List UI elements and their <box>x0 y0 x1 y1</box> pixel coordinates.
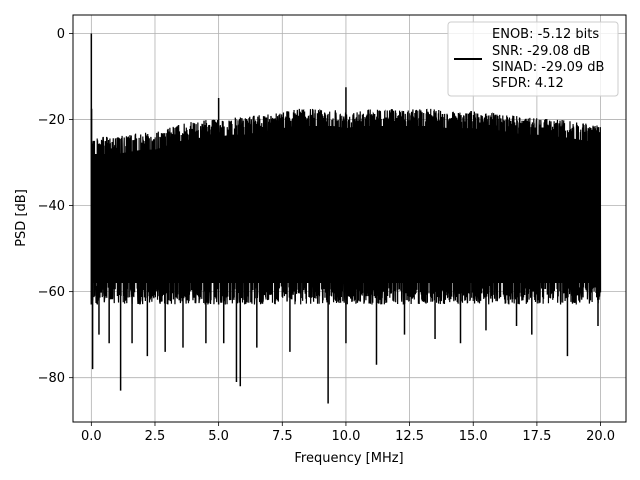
legend-line-sinad: SINAD: -29.09 dB <box>492 60 604 75</box>
legend-line-enob: ENOB: -5.12 bits <box>492 27 599 42</box>
x-tick-label: 20.0 <box>586 429 615 444</box>
y-tick-label: −40 <box>38 199 65 214</box>
plot-area <box>90 33 602 404</box>
legend-box <box>447 21 619 97</box>
x-tick-label: 17.5 <box>522 429 551 444</box>
x-tick-label: 2.5 <box>145 429 166 444</box>
x-tick-label: 10.0 <box>331 429 360 444</box>
y-tick-label: −60 <box>38 285 65 300</box>
axes-frame <box>72 14 627 423</box>
y-tick-label: 0 <box>57 27 65 42</box>
legend-line-snr: SNR: -29.08 dB <box>492 44 590 59</box>
y-axis-ticks: 0 −20 −40 −60 −80 <box>38 27 73 386</box>
legend: ENOB: -5.12 bits SNR: -29.08 dB SINAD: -… <box>447 21 619 97</box>
series-layer <box>90 33 602 404</box>
x-tick-label: 12.5 <box>395 429 424 444</box>
x-tick-label: 7.5 <box>272 429 293 444</box>
y-axis-label: PSD [dB] <box>14 189 29 247</box>
y-tick-label: −20 <box>38 113 65 128</box>
legend-line-sfdr: SFDR: 4.12 <box>492 76 564 91</box>
x-axis-label: Frequency [MHz] <box>294 451 403 466</box>
x-tick-label: 5.0 <box>208 429 229 444</box>
x-axis-ticks: 0.0 2.5 5.0 7.5 10.0 12.5 15.0 17.5 20.0 <box>81 422 615 444</box>
x-tick-label: 0.0 <box>81 429 102 444</box>
x-tick-label: 15.0 <box>459 429 488 444</box>
y-tick-label: −80 <box>38 371 65 386</box>
